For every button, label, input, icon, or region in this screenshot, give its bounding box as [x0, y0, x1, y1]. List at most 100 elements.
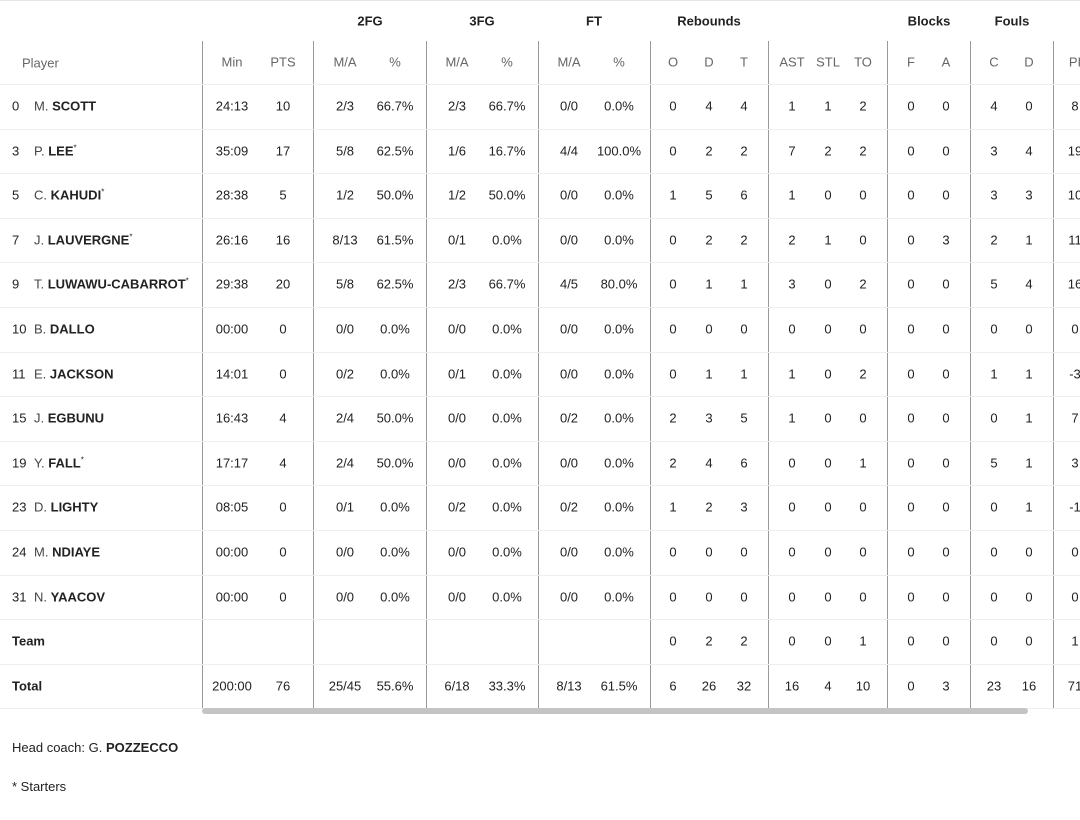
stat-cell: 0.0%	[604, 98, 634, 114]
stat-cell: 0	[907, 366, 915, 382]
first-initial: M.	[34, 544, 53, 560]
last-name: YAACOV	[50, 589, 106, 605]
starter-mark: *	[73, 143, 77, 153]
stat-cell: 0	[669, 633, 677, 649]
stat-cell: 2/4	[335, 455, 355, 471]
stat-cell: 0	[990, 633, 998, 649]
row-divider	[0, 619, 1080, 620]
group-header-3fg: 3FG	[469, 13, 495, 29]
player-name[interactable]: 7 J. LAUVERGNE*	[12, 232, 132, 247]
stat-cell: 8	[1071, 98, 1079, 114]
stat-cell: 0	[1025, 98, 1033, 114]
player-name[interactable]: 24 M. NDIAYE	[12, 545, 100, 560]
player-name[interactable]: 9 T. LUWAWU-CABARROT*	[12, 277, 189, 292]
jersey-number: 0	[12, 98, 20, 114]
jersey-number: 15	[12, 410, 27, 426]
stat-cell: 3	[1071, 455, 1079, 471]
stat-cell: 2	[740, 232, 748, 248]
row-divider	[0, 530, 1080, 531]
stat-cell: 23	[986, 678, 1002, 694]
row-divider	[0, 307, 1080, 308]
stat-cell: 8/13	[556, 678, 582, 694]
player-name[interactable]: 0 M. SCOTT	[12, 99, 96, 114]
stat-cell: 1	[859, 633, 867, 649]
stat-cell: 6/18	[444, 678, 470, 694]
head-coach: Head coach: G. POZZECCO	[12, 740, 178, 755]
column-header: Min	[221, 54, 243, 70]
stat-cell: 0	[907, 589, 915, 605]
column-divider	[538, 41, 539, 709]
column-header: PI	[1068, 54, 1080, 70]
stat-cell: 1	[859, 455, 867, 471]
first-initial: T.	[34, 276, 48, 292]
stat-cell: 24:13	[215, 98, 249, 114]
stat-cell: -3	[1069, 366, 1080, 382]
stat-cell: 0.0%	[380, 544, 410, 560]
stat-cell: 0	[907, 98, 915, 114]
stat-cell: 0/0	[559, 187, 579, 203]
row-divider	[0, 218, 1080, 219]
stat-cell: 1	[740, 366, 748, 382]
player-name[interactable]: 15 J. EGBUNU	[12, 411, 104, 426]
stat-cell: 0	[669, 589, 677, 605]
jersey-number: 5	[12, 187, 20, 203]
row-divider	[0, 352, 1080, 353]
stat-cell: 0	[942, 544, 950, 560]
stat-cell: 5/8	[335, 143, 355, 159]
stat-cell: 0/0	[335, 589, 355, 605]
stat-cell: 0	[942, 187, 950, 203]
stat-cell: 2	[788, 232, 796, 248]
stat-cell: 0/0	[559, 455, 579, 471]
last-name: LUWAWU-CABARROT	[47, 276, 186, 292]
stat-cell: 0	[1025, 544, 1033, 560]
row-divider	[0, 129, 1080, 130]
last-name: EGBUNU	[47, 410, 105, 426]
stat-cell: 3	[942, 232, 950, 248]
player-name[interactable]: 23 D. LIGHTY	[12, 500, 98, 515]
stat-cell: 62.5%	[376, 276, 414, 292]
stat-cell: 0	[669, 321, 677, 337]
player-name[interactable]: 11 E. JACKSON	[12, 366, 113, 381]
player-name[interactable]: 10 B. DALLO	[12, 322, 95, 337]
last-name: JACKSON	[49, 366, 114, 382]
column-divider	[202, 41, 203, 709]
player-name[interactable]: 3 P. LEE*	[12, 143, 77, 158]
column-divider	[768, 41, 769, 709]
stat-cell: 0	[907, 321, 915, 337]
stat-cell: 50.0%	[376, 410, 414, 426]
head-coach-name: POZZECCO	[105, 740, 179, 755]
stat-cell: 0.0%	[604, 321, 634, 337]
stat-cell: 6	[740, 455, 748, 471]
column-divider	[887, 41, 888, 709]
stat-cell: 0.0%	[492, 410, 522, 426]
row-divider	[0, 396, 1080, 397]
stat-cell: 2	[705, 633, 713, 649]
stat-cell: 50.0%	[376, 187, 414, 203]
stat-cell: 2	[859, 366, 867, 382]
stat-cell: 4	[740, 98, 748, 114]
stat-cell: 0/0	[559, 589, 579, 605]
stat-cell: 62.5%	[376, 143, 414, 159]
stat-cell: 0/0	[447, 544, 467, 560]
stat-cell: 0	[907, 455, 915, 471]
stat-cell: 0/0	[559, 544, 579, 560]
stat-cell: 0	[942, 633, 950, 649]
stat-cell: 50.0%	[376, 455, 414, 471]
stat-cell: 100.0%	[596, 143, 642, 159]
stat-cell: 4	[279, 455, 287, 471]
horizontal-scrollbar[interactable]	[202, 708, 1028, 714]
stat-cell: 0.0%	[492, 321, 522, 337]
stat-cell: 0/0	[447, 589, 467, 605]
stat-cell: 0.0%	[492, 499, 522, 515]
player-name[interactable]: 31 N. YAACOV	[12, 589, 105, 604]
column-header: %	[613, 54, 625, 70]
stat-cell: 1	[669, 499, 677, 515]
row-divider	[0, 84, 1080, 85]
stat-cell: 1	[705, 276, 713, 292]
stat-cell: 0	[824, 499, 832, 515]
stat-cell: 4/5	[559, 276, 579, 292]
player-name[interactable]: 19 Y. FALL*	[12, 455, 84, 470]
row-divider	[0, 441, 1080, 442]
player-name[interactable]: 5 C. KAHUDI*	[12, 188, 104, 203]
stat-cell: 66.7%	[488, 276, 526, 292]
